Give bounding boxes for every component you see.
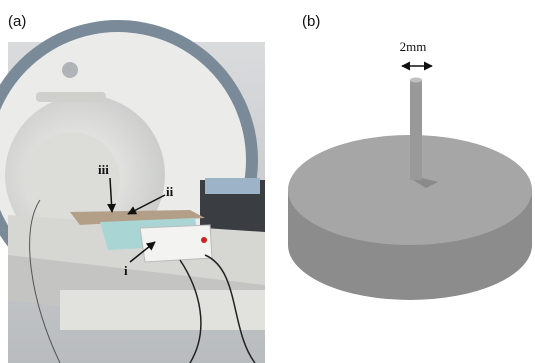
model xyxy=(288,66,532,300)
photo xyxy=(0,20,265,363)
annotation: i xyxy=(124,263,128,278)
annotation: iii xyxy=(98,162,109,177)
dimension-label: 2mm xyxy=(400,39,427,54)
figure: (a) (b) iii ii i 2mm xyxy=(0,0,535,363)
panel-label: (b) xyxy=(302,13,320,30)
annotation: ii xyxy=(166,184,174,199)
panel-label: (a) xyxy=(8,13,26,30)
